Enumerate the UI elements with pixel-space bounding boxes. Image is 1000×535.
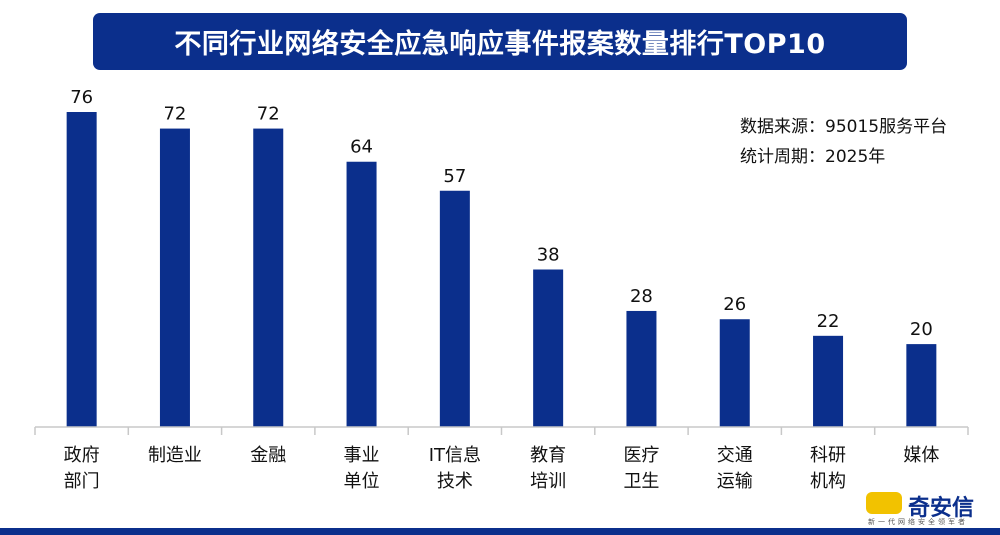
value-label-5: 38 bbox=[537, 245, 560, 266]
category-label-5: 教育培训 bbox=[530, 445, 566, 492]
bar-9 bbox=[906, 344, 937, 427]
category-label-3: 事业单位 bbox=[344, 445, 380, 492]
bar-6 bbox=[626, 310, 657, 427]
chart-title: 不同行业网络安全应急响应事件报案数量排行TOP10 bbox=[174, 29, 826, 60]
value-label-0: 76 bbox=[70, 87, 93, 108]
category-label-2: 金融 bbox=[250, 445, 286, 466]
category-label-6: 医疗卫生 bbox=[623, 445, 659, 492]
category-label-0: 政府部门 bbox=[64, 445, 100, 492]
logo-mascot-icon bbox=[866, 492, 902, 514]
category-label-7: 交通运输 bbox=[717, 445, 753, 492]
company-logo: 奇安信 新一代网络安全领军者 bbox=[866, 488, 994, 528]
value-label-3: 64 bbox=[350, 137, 373, 158]
category-label-8: 科研机构 bbox=[810, 445, 846, 492]
title-banner: 不同行业网络安全应急响应事件报案数量排行TOP10 bbox=[93, 13, 907, 70]
logo-tagline: 新一代网络安全领军者 bbox=[868, 518, 968, 526]
bar-5 bbox=[533, 269, 564, 427]
bottom-strip bbox=[0, 528, 1000, 535]
value-label-4: 57 bbox=[443, 166, 466, 187]
category-label-4: IT信息技术 bbox=[429, 445, 481, 492]
category-label-1: 制造业 bbox=[148, 445, 202, 466]
data-source-text: 数据来源：95015服务平台 bbox=[740, 117, 948, 137]
bar-2 bbox=[253, 128, 284, 427]
value-label-7: 26 bbox=[723, 294, 746, 315]
category-label-9: 媒体 bbox=[903, 445, 939, 466]
value-label-8: 22 bbox=[817, 311, 840, 332]
bar-1 bbox=[159, 128, 190, 427]
value-label-1: 72 bbox=[163, 104, 186, 125]
value-label-6: 28 bbox=[630, 286, 653, 307]
value-label-2: 72 bbox=[257, 104, 280, 125]
bar-0 bbox=[66, 112, 97, 427]
bar-8 bbox=[813, 335, 844, 427]
bar-4 bbox=[439, 190, 470, 427]
source-note: 数据来源：95015服务平台 统计周期：2025年 bbox=[740, 112, 947, 172]
value-label-9: 20 bbox=[910, 319, 933, 340]
bar-7 bbox=[719, 319, 750, 427]
period-text: 统计周期：2025年 bbox=[740, 147, 886, 167]
logo-name: 奇安信 bbox=[908, 496, 975, 521]
bar-3 bbox=[346, 161, 377, 427]
